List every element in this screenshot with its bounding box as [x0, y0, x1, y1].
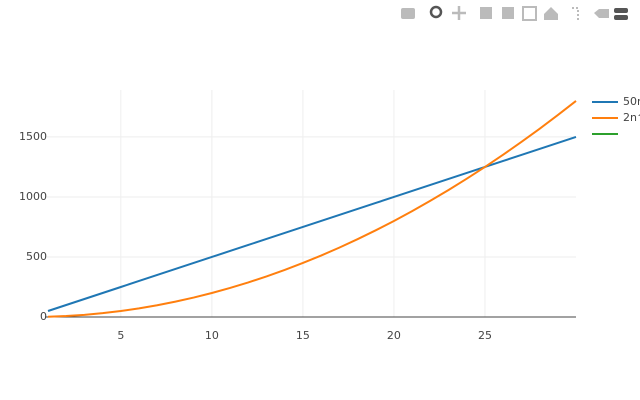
hover-icon[interactable] [594, 9, 609, 18]
camera-icon[interactable] [401, 8, 415, 19]
legend-label: 50n [623, 95, 640, 108]
spike-icon[interactable] [572, 7, 579, 20]
x-tick-label: 10 [205, 329, 219, 342]
reset-icon[interactable] [544, 7, 558, 20]
x-tick-label: 20 [387, 329, 401, 342]
compare-icon[interactable] [614, 8, 628, 13]
compare-icon[interactable] [614, 15, 628, 20]
legend-label: 2n^ [623, 111, 640, 124]
x-tick-label: 25 [478, 329, 492, 342]
zoom-out-icon[interactable] [502, 7, 514, 19]
y-tick-label: 1000 [19, 190, 47, 203]
y-tick-label: 500 [26, 250, 47, 263]
autoscale-icon[interactable] [522, 6, 537, 21]
zoom-in-icon[interactable] [480, 7, 492, 19]
y-tick-label: 1500 [19, 130, 47, 143]
x-tick-label: 5 [117, 329, 124, 342]
pan-icon[interactable] [452, 6, 466, 20]
line [47, 135, 577, 312]
y-tick-label: 0 [40, 310, 47, 323]
zoom-icon[interactable] [429, 5, 443, 19]
modebar [401, 5, 628, 21]
line [47, 100, 577, 318]
x-tick-label: 15 [296, 329, 310, 342]
